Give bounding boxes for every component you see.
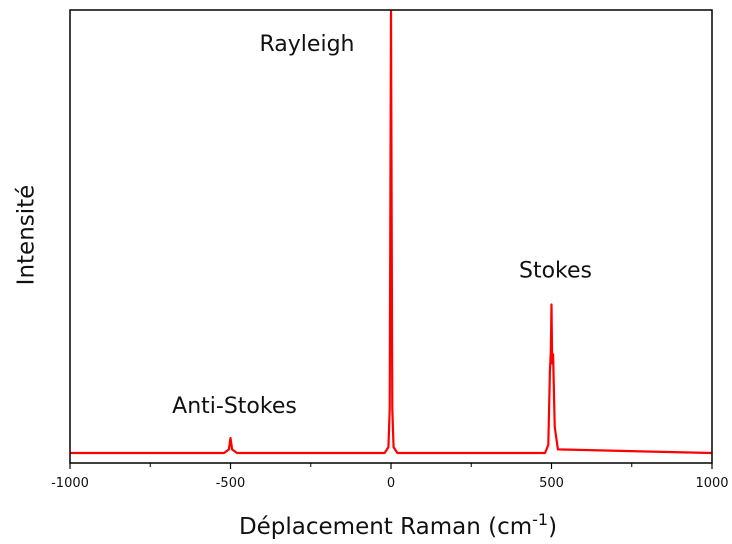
x-axis-label-sup: -1: [532, 510, 548, 529]
annotation: Stokes: [519, 258, 592, 283]
x-tick-label: -500: [216, 476, 246, 491]
spectrum-line: [70, 10, 712, 455]
annotation: Rayleigh: [260, 32, 355, 57]
x-tick-label: 1000: [695, 476, 728, 491]
x-tick-label: -1000: [51, 476, 89, 491]
x-tick-label: 500: [539, 476, 564, 491]
x-axis-label: Déplacement Raman (cm-1): [239, 510, 557, 540]
x-axis-label-suffix: ): [548, 514, 557, 540]
x-axis-label-text: Déplacement Raman (cm: [239, 514, 532, 540]
y-axis-label: Intensité: [14, 185, 40, 286]
annotation: Anti-Stokes: [172, 394, 297, 419]
x-tick-label: 0: [387, 476, 395, 491]
